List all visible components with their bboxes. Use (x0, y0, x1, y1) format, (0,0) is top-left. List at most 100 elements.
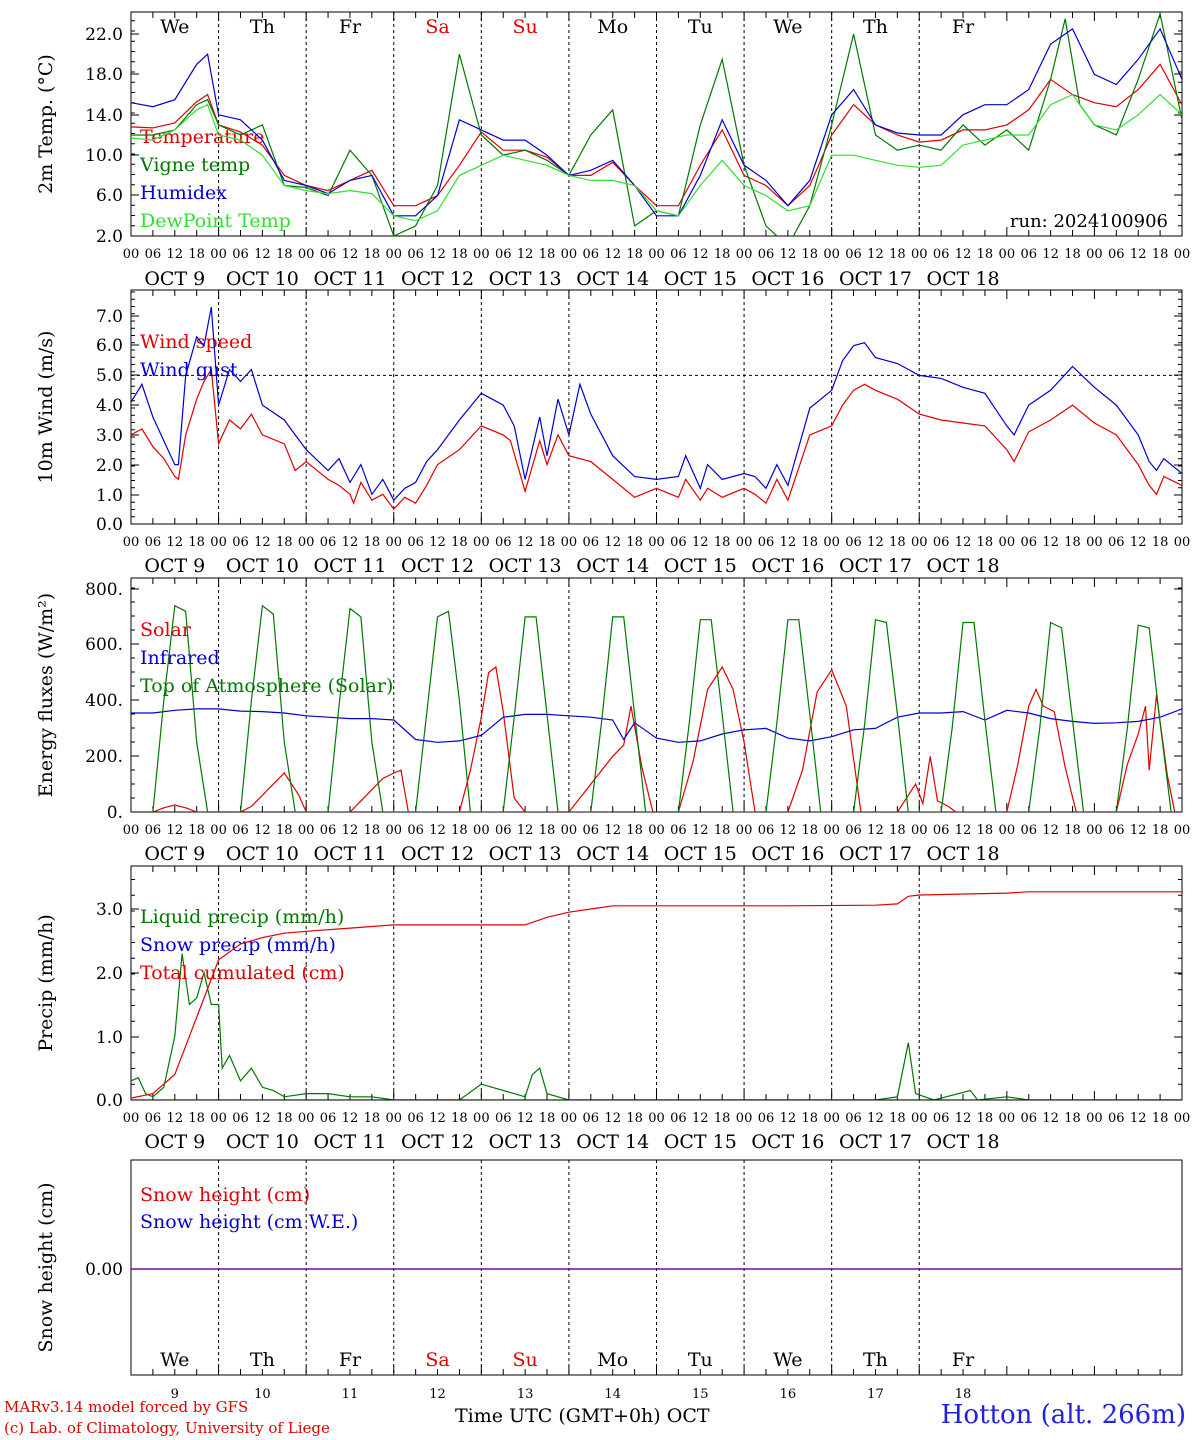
hour-tick-label: 00 (561, 247, 578, 262)
day-number: 10 (254, 1387, 271, 1402)
hour-tick-label: 00 (561, 823, 578, 838)
y-tick-label: 22.0 (85, 25, 123, 45)
hour-tick-label: 00 (298, 1111, 315, 1126)
hour-tick-label: 18 (801, 247, 818, 262)
day-name: Fr (339, 1349, 362, 1371)
hour-tick-label: 12 (955, 247, 972, 262)
date-label: OCT 17 (839, 1131, 912, 1153)
hour-tick-label: 00 (385, 247, 402, 262)
y-tick-label: 0.0 (96, 515, 123, 535)
hour-tick-label: 06 (1020, 535, 1037, 550)
hour-tick-label: 12 (1042, 535, 1059, 550)
x-axis-label: Time UTC (GMT+0h) OCT (455, 1405, 710, 1427)
y-axis-label: Energy fluxes (W/m²) (35, 593, 57, 797)
date-label: OCT 18 (927, 555, 1000, 577)
series-line-temperature (131, 63, 1182, 207)
hour-tick-label: 00 (385, 823, 402, 838)
hour-tick-label: 06 (320, 535, 337, 550)
hour-tick-label: 06 (758, 823, 775, 838)
hour-tick-label: 06 (1020, 1111, 1037, 1126)
hour-tick-label: 18 (977, 535, 994, 550)
hour-tick-label: 12 (692, 1111, 709, 1126)
y-tick-label: 2.0 (96, 964, 123, 984)
legend-entry: Liquid precip (mm/h) (140, 906, 344, 928)
day-name: Tu (688, 16, 713, 38)
day-number: 15 (692, 1387, 709, 1402)
hour-tick-label: 06 (407, 1111, 424, 1126)
hour-tick-label: 18 (1152, 247, 1169, 262)
day-name: Th (250, 1349, 275, 1371)
hour-tick-label: 12 (1130, 823, 1147, 838)
legend-entry: Vigne temp (139, 154, 250, 176)
date-label: OCT 11 (313, 268, 386, 290)
series-line-humidex (131, 27, 1182, 217)
hour-tick-label: 12 (1042, 823, 1059, 838)
hour-tick-label: 00 (385, 1111, 402, 1126)
y-tick-label: 400. (85, 691, 123, 711)
date-label: OCT 18 (927, 268, 1000, 290)
day-number: 16 (780, 1387, 797, 1402)
date-label: OCT 14 (576, 1131, 649, 1153)
hour-tick-label: 00 (561, 535, 578, 550)
hour-tick-label: 06 (1108, 247, 1125, 262)
hour-tick-label: 12 (1130, 535, 1147, 550)
date-label: OCT 11 (313, 555, 386, 577)
hour-tick-label: 18 (801, 823, 818, 838)
hour-tick-label: 12 (867, 535, 884, 550)
date-label: OCT 9 (144, 843, 205, 865)
hour-tick-label: 00 (1086, 535, 1103, 550)
hour-tick-label: 00 (210, 1111, 227, 1126)
date-label: OCT 9 (144, 555, 205, 577)
hour-tick-label: 12 (254, 535, 271, 550)
series-line-infrared (131, 708, 1182, 743)
y-tick-label: 1.0 (96, 486, 123, 506)
hour-tick-label: 00 (1086, 1111, 1103, 1126)
day-number: 17 (867, 1387, 884, 1402)
hour-tick-label: 12 (167, 823, 184, 838)
hour-tick-label: 18 (1064, 535, 1081, 550)
hour-tick-label: 00 (999, 1111, 1016, 1126)
hour-tick-label: 12 (604, 247, 621, 262)
hour-tick-label: 18 (276, 247, 293, 262)
hour-tick-label: 18 (889, 823, 906, 838)
hour-tick-label: 00 (648, 535, 665, 550)
hour-tick-label: 00 (736, 823, 753, 838)
day-name: Mo (597, 16, 628, 38)
y-tick-label: 18.0 (85, 65, 123, 85)
hour-tick-label: 06 (583, 535, 600, 550)
hour-tick-label: 12 (780, 1111, 797, 1126)
date-label: OCT 12 (401, 843, 474, 865)
date-label: OCT 12 (401, 555, 474, 577)
day-number: 9 (171, 1387, 179, 1402)
panel-2: 0.0 1.0 2.0 3.0 4.0 5.0 6.0 7.0 10m Wind (m/s) Wi… (35, 289, 1190, 577)
hour-tick-label: 00 (210, 823, 227, 838)
model-credit: MARv3.14 model forced by GFS (4, 1398, 249, 1416)
hour-tick-label: 06 (145, 247, 162, 262)
hour-tick-label: 00 (123, 1111, 140, 1126)
date-label: OCT 16 (751, 1131, 824, 1153)
hour-tick-label: 00 (823, 1111, 840, 1126)
hour-tick-label: 18 (1064, 247, 1081, 262)
hour-tick-label: 00 (911, 823, 928, 838)
legend-entry: Infrared (140, 647, 220, 669)
day-name: We (160, 1349, 189, 1371)
date-label: OCT 10 (226, 843, 299, 865)
hour-tick-label: 00 (1086, 823, 1103, 838)
date-label: OCT 16 (751, 268, 824, 290)
hour-tick-label: 06 (145, 535, 162, 550)
legend-entry: Snow height (cm W.E.) (140, 1211, 358, 1233)
hour-tick-label: 00 (210, 247, 227, 262)
hour-tick-label: 06 (495, 1111, 512, 1126)
hour-tick-label: 06 (1108, 535, 1125, 550)
date-label: OCT 9 (144, 268, 205, 290)
hour-tick-label: 06 (933, 247, 950, 262)
legend-entry: Total cumulated (cm) (140, 962, 345, 984)
hour-tick-label: 06 (583, 823, 600, 838)
hour-tick-label: 18 (1152, 535, 1169, 550)
hour-tick-label: 12 (604, 1111, 621, 1126)
hour-tick-label: 06 (933, 1111, 950, 1126)
hour-tick-label: 12 (867, 1111, 884, 1126)
hour-tick-label: 12 (342, 823, 359, 838)
y-tick-label: 10.0 (85, 146, 123, 166)
legend-entry: Wind gust (140, 359, 238, 381)
